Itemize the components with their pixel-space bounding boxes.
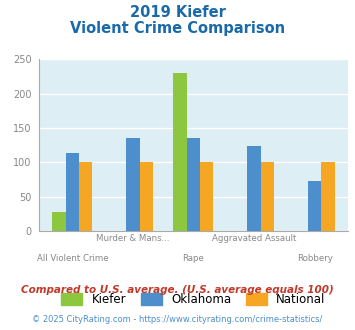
Bar	[308, 181, 321, 231]
Bar	[53, 213, 66, 231]
Text: Robbery: Robbery	[297, 254, 333, 263]
Text: Compared to U.S. average. (U.S. average equals 100): Compared to U.S. average. (U.S. average …	[21, 285, 334, 295]
Bar	[321, 162, 334, 231]
Text: Violent Crime Comparison: Violent Crime Comparison	[70, 21, 285, 36]
Bar	[200, 162, 213, 231]
Text: Rape: Rape	[182, 254, 204, 263]
Bar	[79, 162, 92, 231]
Text: Aggravated Assault: Aggravated Assault	[212, 234, 296, 243]
Text: Murder & Mans...: Murder & Mans...	[96, 234, 170, 243]
Bar	[126, 138, 140, 231]
Bar	[247, 146, 261, 231]
Text: 2019 Kiefer: 2019 Kiefer	[130, 5, 225, 20]
Bar	[187, 138, 200, 231]
Bar	[140, 162, 153, 231]
Bar	[66, 153, 79, 231]
Legend: Kiefer, Oklahoma, National: Kiefer, Oklahoma, National	[56, 288, 331, 311]
Text: © 2025 CityRating.com - https://www.cityrating.com/crime-statistics/: © 2025 CityRating.com - https://www.city…	[32, 315, 323, 324]
Bar	[261, 162, 274, 231]
Bar	[174, 73, 187, 231]
Text: All Violent Crime: All Violent Crime	[37, 254, 108, 263]
